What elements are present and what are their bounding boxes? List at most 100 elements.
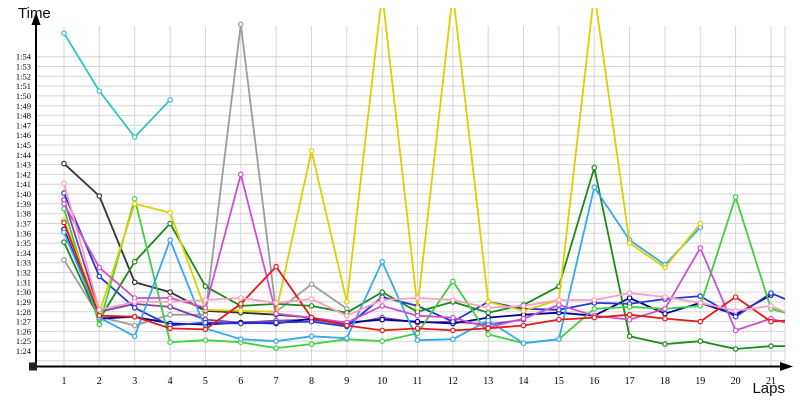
y-tick-label: 1:24: [16, 346, 32, 356]
data-point-pink-lap20: [732, 307, 739, 314]
data-point-gray-lap8: [308, 281, 315, 288]
x-tick-label: 20: [731, 376, 741, 387]
data-point-cyan-lap1: [61, 30, 67, 37]
data-point-pink-lap7: [273, 300, 279, 306]
series-group: [61, 8, 786, 352]
data-point-lime-lap5: [202, 337, 209, 344]
data-point-navy-lap11: [414, 318, 421, 325]
data-point-royalblue-lap2: [96, 273, 103, 280]
data-point-pink-lap6: [238, 295, 244, 301]
data-point-black-lap3: [131, 279, 138, 286]
data-point-lime-lap8: [308, 341, 315, 347]
data-point-red-lap8: [308, 314, 315, 321]
data-point-gray-lap3: [131, 322, 138, 329]
x-tick-label: 4: [168, 376, 173, 387]
data-point-darkgreen-lap16: [591, 164, 598, 171]
y-tick-label: 1:31: [16, 277, 31, 287]
data-point-pink-lap13: [485, 304, 492, 311]
y-tick-label: 1:44: [16, 150, 32, 160]
data-point-yellow-lap18: [662, 264, 668, 271]
data-point-red-lap12: [450, 327, 456, 334]
y-tick-label: 1:33: [16, 258, 31, 268]
data-point-pink-lap19: [697, 300, 704, 306]
data-point-darkgreen-lap13: [485, 309, 492, 316]
data-point-magenta-lap14: [520, 315, 527, 322]
y-tick-label: 1:41: [16, 179, 31, 189]
y-tick-label: 1:39: [16, 199, 31, 209]
series-line-pink[interactable]: [61, 180, 786, 319]
y-tick-label: 1:49: [16, 101, 31, 111]
y-tick-label: 1:34: [16, 248, 32, 258]
x-tick-label: 5: [203, 376, 208, 387]
data-point-pink-lap5: [202, 297, 209, 303]
data-point-darkgreen-lap20: [732, 346, 739, 352]
data-point-royalblue-lap6: [238, 320, 244, 327]
data-point-skyblue-lap13: [485, 317, 492, 324]
data-point-darkgreen-lap17: [626, 333, 633, 340]
data-point-magenta-lap10: [379, 303, 386, 309]
data-point-magenta-lap1: [61, 201, 67, 207]
data-point-darkgreen-lap10: [379, 289, 386, 295]
data-point-pink-lap4: [167, 299, 173, 305]
data-point-pink-lap9: [343, 312, 350, 319]
data-point-skyblue-lap6: [238, 336, 244, 343]
data-point-cyan-lap2: [96, 88, 103, 94]
x-tick-label: 10: [377, 376, 387, 387]
data-point-black-lap1: [61, 160, 67, 167]
data-point-yellow-lap19: [697, 220, 704, 227]
x-tick-label: 15: [554, 376, 564, 387]
y-tick-label: 1:53: [16, 62, 31, 72]
y-tick-label: 1:27: [16, 317, 31, 327]
data-point-lime-lap7: [273, 345, 279, 351]
data-point-lime-lap3: [131, 196, 138, 202]
data-point-skyblue-lap7: [273, 338, 279, 345]
data-point-pink-lap3: [131, 299, 138, 305]
data-point-lime-lap13: [485, 331, 492, 338]
y-tick-label: 1:51: [16, 81, 31, 91]
data-point-pink-lap8: [308, 296, 315, 302]
y-tick-label: 1:29: [16, 297, 31, 307]
data-point-skyblue-lap11: [414, 337, 421, 344]
data-point-red-lap20: [732, 294, 739, 300]
data-point-yellow-lap11: [414, 304, 421, 311]
x-tick-label: 18: [660, 376, 670, 387]
data-point-royalblue-lap21: [768, 290, 774, 296]
data-point-red-lap18: [662, 315, 668, 322]
y-tick-label: 1:35: [16, 238, 31, 248]
x-tick-label: 7: [274, 376, 279, 387]
data-point-yellow-lap6: [238, 307, 244, 314]
y-tick-label: 1:38: [16, 209, 31, 219]
data-point-royalblue-lap3: [131, 304, 138, 311]
series-line-cyan[interactable]: [61, 30, 173, 140]
data-point-pink-lap10: [379, 297, 386, 303]
data-point-darkgreen-lap5: [202, 283, 209, 290]
data-point-purple-lap4: [167, 304, 173, 310]
series-line-red[interactable]: [61, 219, 786, 334]
data-point-darkgreen-lap18: [662, 341, 668, 347]
data-point-red-lap15: [556, 316, 562, 323]
x-tick-label: 6: [238, 376, 243, 387]
series-line-purple[interactable]: [61, 197, 527, 328]
series-line-magenta[interactable]: [61, 171, 786, 334]
y-tick-label: 1:50: [16, 91, 31, 101]
y-axis-title: Time: [18, 5, 51, 22]
data-point-darkgreen-lap8: [308, 303, 315, 309]
data-point-gray-lap1: [61, 256, 67, 263]
data-point-magenta-lap20: [732, 327, 739, 334]
x-axis-title: Laps: [752, 380, 785, 397]
data-point-darkgreen-lap4: [167, 220, 173, 227]
data-point-skyblue-lap14: [520, 340, 527, 347]
x-tick-label: 19: [695, 376, 705, 387]
data-point-lime-lap16: [591, 305, 598, 312]
y-tick-label: 1:37: [16, 219, 31, 229]
y-tick-label: 1:54: [16, 52, 32, 62]
data-point-pink-lap21: [768, 303, 774, 309]
x-tick-label: 9: [344, 376, 349, 387]
data-point-magenta-lap7: [273, 310, 279, 317]
data-point-red-lap14: [520, 322, 527, 329]
x-tick-label: 12: [448, 376, 458, 387]
y-tick-label: 1:26: [16, 326, 31, 336]
data-point-lime-lap2: [96, 321, 103, 328]
data-point-red-lap9: [343, 322, 350, 329]
